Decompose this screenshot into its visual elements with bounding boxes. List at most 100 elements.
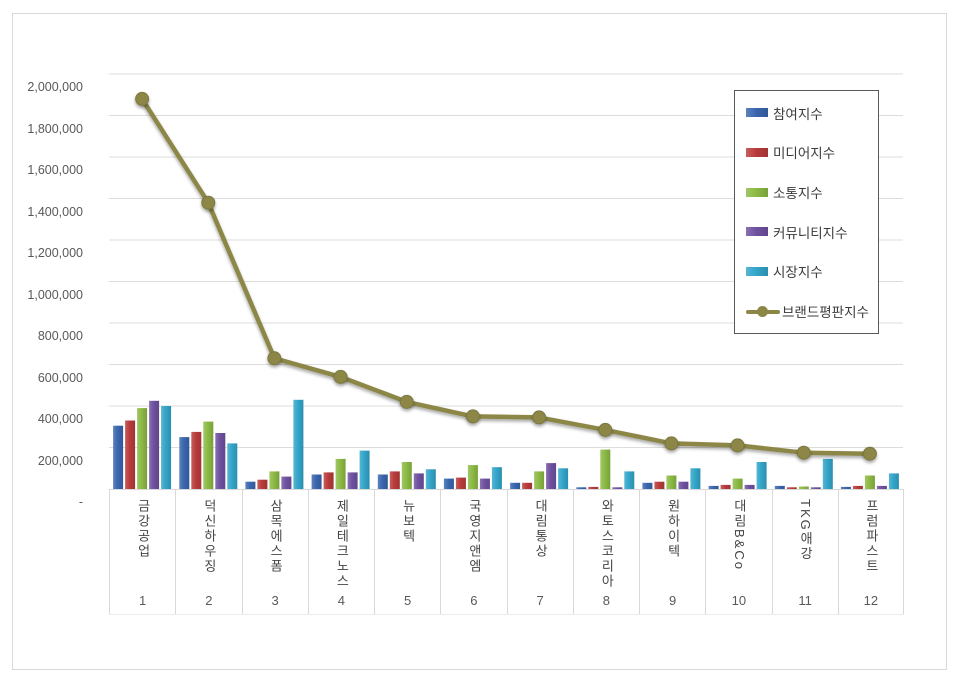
line-marker: [730, 438, 745, 453]
bar: [137, 408, 148, 489]
category-rank: 8: [602, 593, 610, 608]
ytick-label: 200,000: [37, 453, 83, 468]
bar: [479, 478, 490, 489]
bar: [678, 481, 689, 489]
category-cell: 국영지앤엠 6: [440, 490, 506, 614]
category-cell: 프럼파스트 12: [837, 490, 904, 614]
line-marker: [598, 422, 613, 437]
category-cell: 원하이텍 9: [639, 490, 705, 614]
category-rank: 12: [863, 593, 879, 608]
bar: [281, 476, 292, 489]
category-label: 와토스코리아: [599, 499, 615, 589]
bar: [359, 450, 370, 489]
legend-swatch: [746, 227, 768, 237]
line-marker: [135, 91, 150, 106]
bar: [840, 486, 851, 489]
bar: [888, 473, 899, 489]
bar: [323, 472, 334, 489]
category-label: 국영지앤엠: [466, 499, 482, 574]
ytick-label: 600,000: [37, 370, 83, 385]
bar: [467, 465, 478, 489]
category-label: 원하이텍: [665, 499, 681, 559]
bar: [864, 475, 875, 489]
bar: [720, 484, 731, 489]
chart-canvas: [109, 73, 903, 490]
bar: [347, 472, 358, 489]
category-rank: 2: [205, 593, 213, 608]
bar: [161, 406, 172, 489]
bar: [149, 400, 160, 489]
line-marker: [862, 446, 877, 461]
bar: [876, 485, 887, 489]
category-label: 대림통상: [533, 499, 549, 559]
category-cell: TKG애강 11: [771, 490, 838, 614]
category-label: 뉴보텍: [400, 499, 416, 544]
category-rank: 1: [139, 593, 147, 608]
bar: [401, 462, 412, 489]
category-rank: 4: [337, 593, 345, 608]
bar: [612, 487, 623, 489]
bar: [389, 471, 400, 489]
ytick-label: 800,000: [37, 329, 83, 343]
category-label: 덕신하우징: [201, 499, 217, 574]
category-cell: 덕신하우징 2: [175, 490, 241, 614]
bar: [227, 443, 238, 489]
bar: [179, 437, 190, 489]
brand-line: [139, 96, 873, 456]
category-rank: 9: [669, 593, 677, 608]
line-marker: [465, 409, 480, 424]
line-marker: [201, 195, 216, 210]
legend-label: 브랜드평판지수: [782, 305, 869, 321]
bar: [600, 449, 611, 489]
legend-item: 소통지수: [746, 173, 878, 211]
bar: [558, 468, 569, 490]
bar: [113, 425, 124, 489]
line-marker: [664, 436, 679, 451]
bar: [708, 485, 719, 489]
category-cell: 금강공업 1: [109, 490, 175, 614]
bar: [269, 471, 280, 489]
category-cell: 대림B&Co 10: [705, 490, 771, 614]
line-marker: [333, 369, 348, 384]
chart-frame: - 200,000 400,000 600,000 800,000 1,000,000 1,…: [12, 13, 947, 670]
category-rank: 7: [536, 593, 544, 608]
bar: [852, 485, 863, 489]
bar: [822, 458, 833, 489]
legend-item: 커뮤니티지수: [746, 213, 878, 251]
bar: [215, 433, 226, 489]
legend-label: 참여지수: [773, 106, 823, 122]
legend-label: 미디어지수: [773, 146, 836, 162]
bar: [798, 486, 809, 489]
bar: [443, 478, 454, 489]
legend-item: 시장지수: [746, 252, 878, 290]
ytick-label: 1,400,000: [27, 204, 83, 219]
bar: [642, 482, 653, 489]
bar: [257, 479, 268, 489]
bar: [522, 482, 533, 489]
legend-swatch: [746, 187, 768, 197]
category-label: 금강공업: [135, 499, 151, 559]
line-marker: [267, 351, 282, 366]
bar: [311, 474, 322, 489]
legend-swatch: [746, 266, 768, 276]
category-rank: 6: [470, 593, 478, 608]
bar: [588, 486, 599, 489]
bar: [546, 463, 557, 489]
legend-item: 참여지수: [746, 94, 878, 132]
bar: [624, 471, 635, 489]
bar: [510, 482, 521, 489]
category-rank: 5: [404, 593, 412, 608]
category-label: 대림B&Co: [731, 499, 747, 571]
bar: [690, 468, 701, 490]
bar: [293, 399, 304, 489]
category-label: 삼목에스폼: [268, 499, 284, 574]
bar: [810, 487, 821, 489]
category-cell: 제일테크노스 4: [307, 490, 374, 614]
category-rank: 3: [271, 593, 279, 608]
category-rank: 10: [731, 593, 747, 608]
ytick-label: 1,000,000: [27, 287, 83, 302]
bar: [245, 481, 256, 489]
category-label: 제일테크노스: [334, 499, 350, 589]
bar: [756, 462, 767, 489]
